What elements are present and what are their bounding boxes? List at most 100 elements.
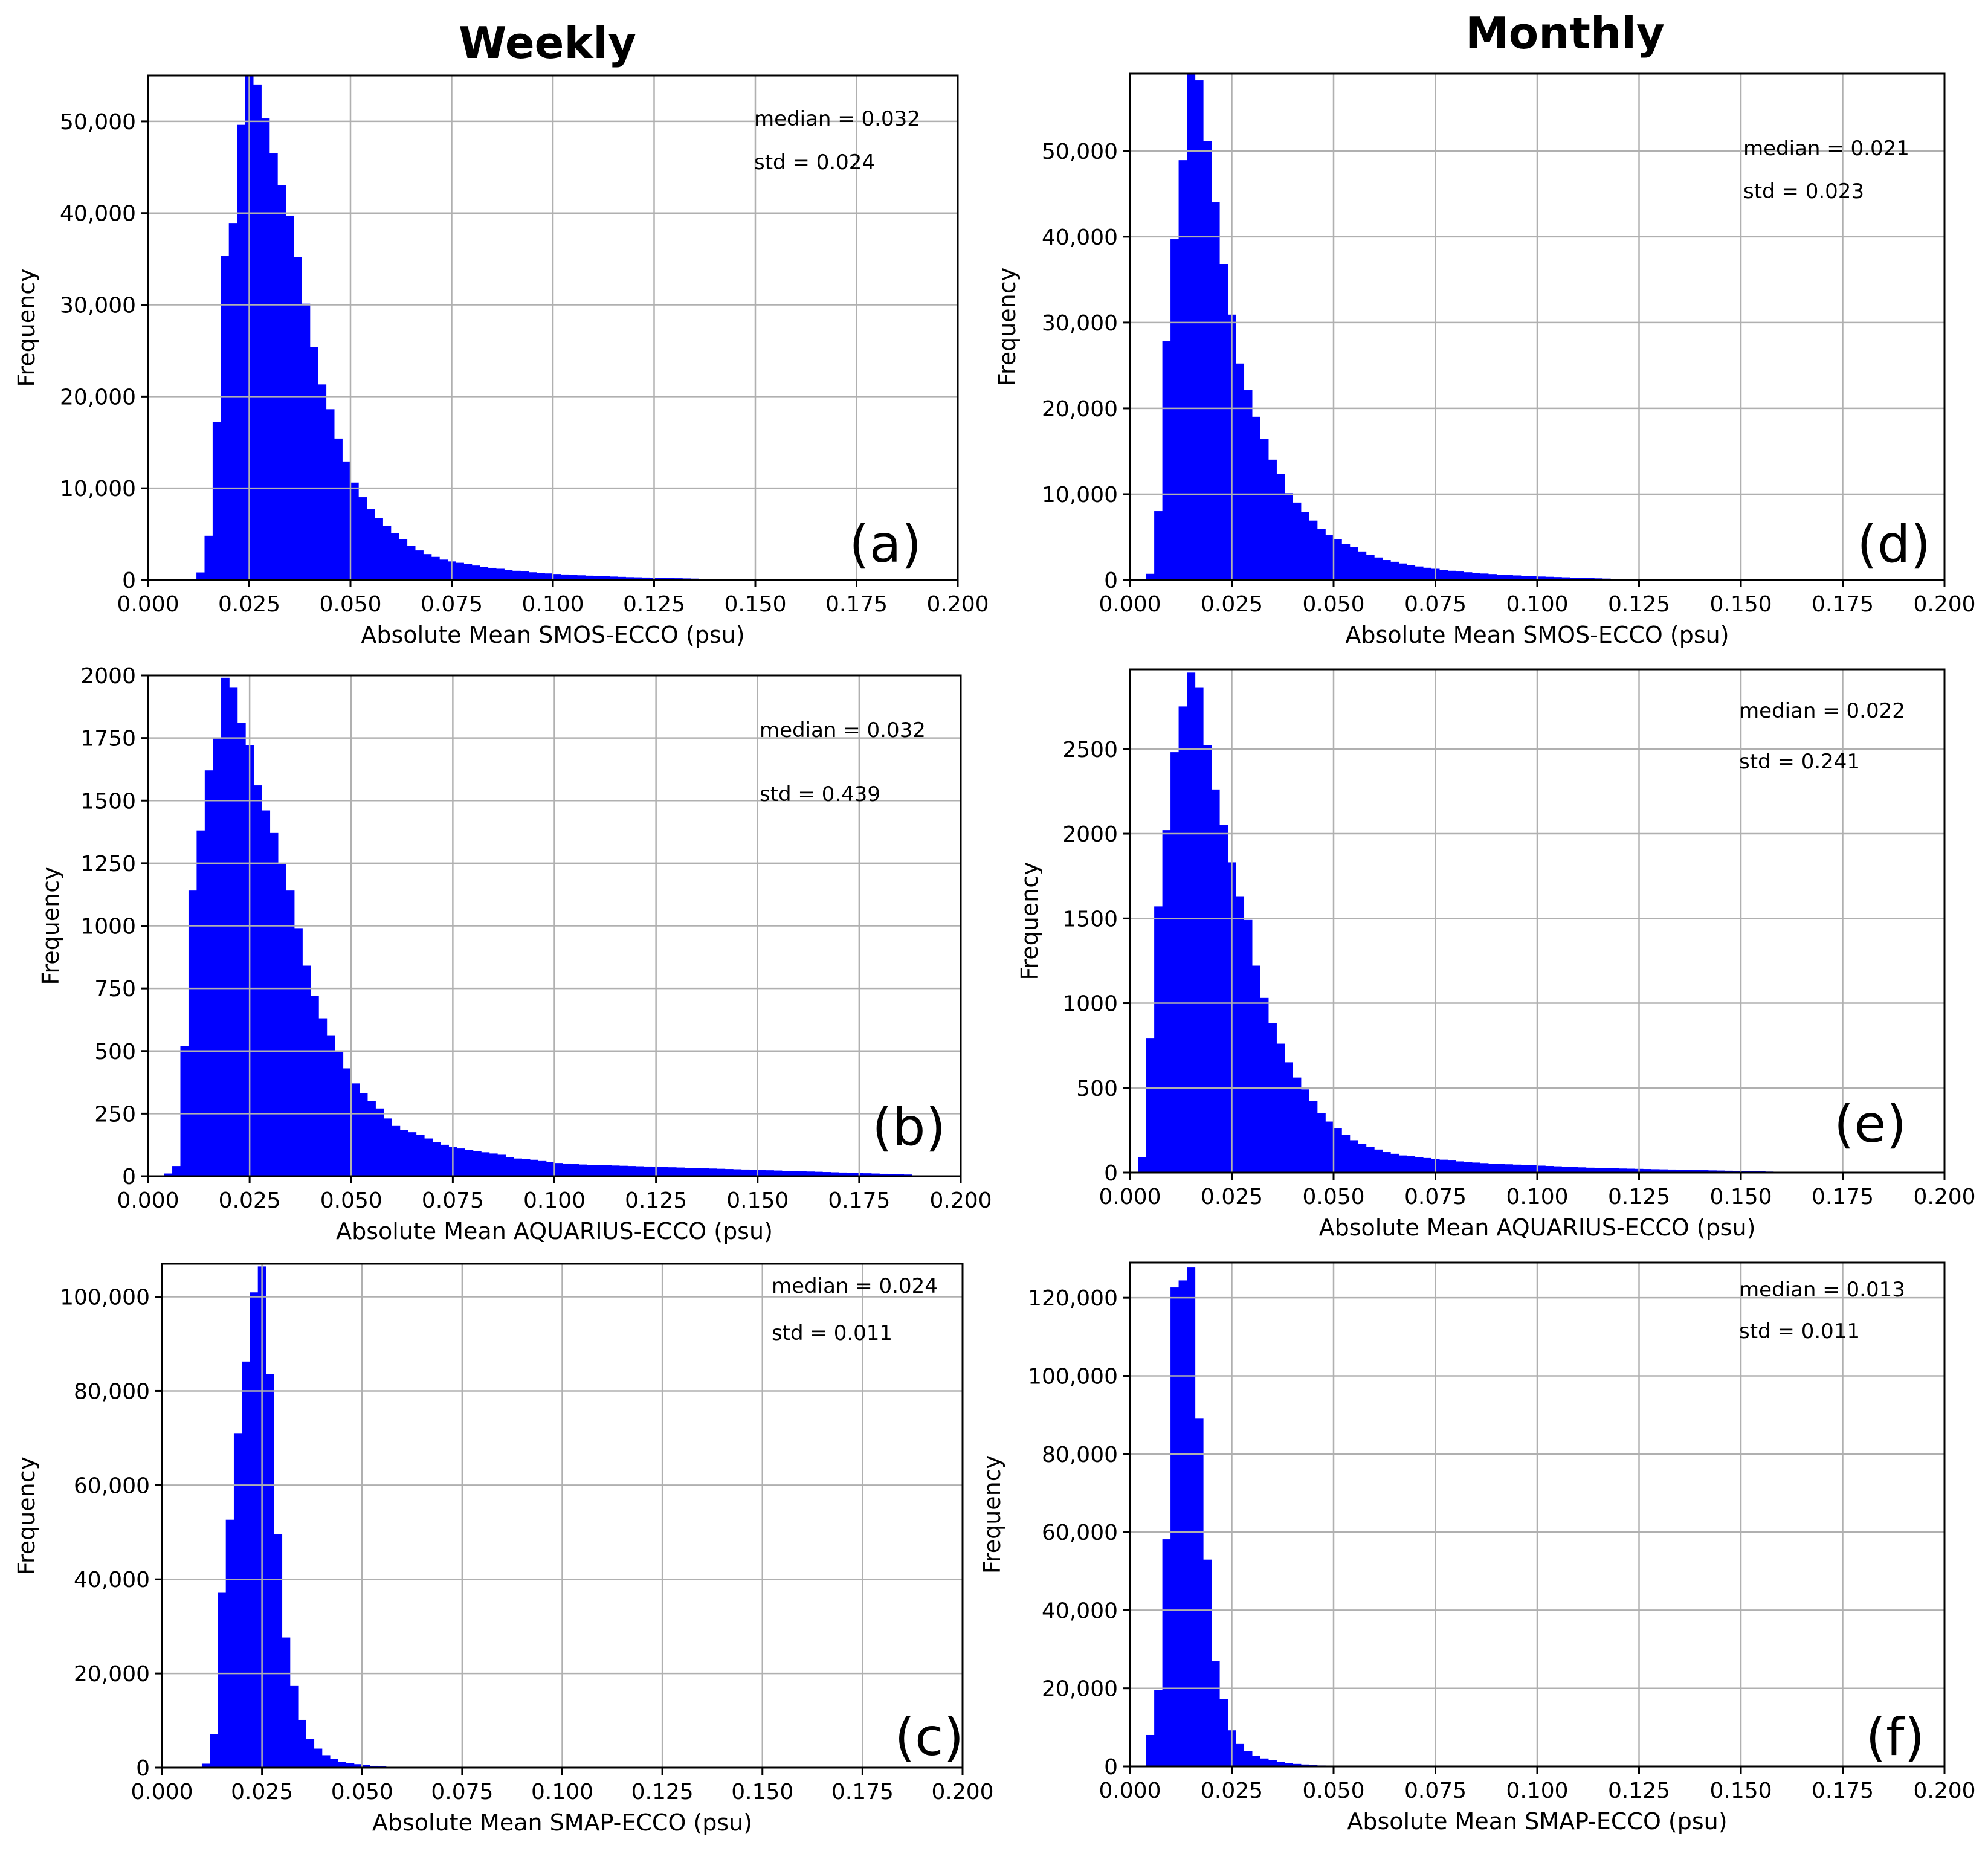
- histogram-bar: [1407, 1156, 1416, 1173]
- histogram-bar: [1244, 1751, 1253, 1767]
- histogram-bar: [1455, 1161, 1464, 1173]
- histogram-bar: [1390, 561, 1399, 581]
- x-tick-label: 0.050: [319, 592, 381, 617]
- histogram-bar: [521, 1159, 531, 1177]
- x-tick-label: 0.100: [1506, 1185, 1568, 1209]
- histogram-bar: [595, 1165, 604, 1177]
- histogram-bar: [366, 509, 375, 581]
- y-tick-label: 60,000: [1042, 1521, 1118, 1545]
- histogram-bar: [1464, 572, 1473, 581]
- x-tick-label: 0.050: [1302, 1185, 1364, 1209]
- histogram-bar: [329, 1759, 338, 1768]
- histogram-bar: [326, 1035, 335, 1177]
- histogram-bar: [520, 571, 529, 581]
- histogram-bar: [1415, 566, 1424, 581]
- x-tick-label: 0.125: [1608, 592, 1670, 617]
- histogram-bar: [528, 572, 537, 581]
- histogram-bar: [1349, 1140, 1358, 1173]
- y-tick-label: 0: [122, 1165, 136, 1189]
- histogram-bar: [570, 1164, 579, 1177]
- x-tick-label: 0.100: [531, 1780, 593, 1804]
- histogram-bar: [237, 124, 246, 581]
- histogram-bar: [204, 770, 213, 1177]
- histogram-bar: [1195, 1418, 1204, 1767]
- histogram-bar: [1251, 416, 1260, 581]
- histogram-bar: [1251, 965, 1260, 1173]
- histogram-bar: [749, 1170, 758, 1177]
- y-tick-label: 0: [122, 568, 136, 593]
- histogram-bar: [302, 965, 311, 1177]
- histogram-bar: [1260, 997, 1269, 1173]
- histogram-bar: [1439, 1159, 1448, 1173]
- histogram-bar: [416, 1135, 425, 1177]
- y-tick-label: 250: [94, 1102, 136, 1127]
- x-tick-label: 0.200: [926, 592, 989, 617]
- histogram-bar: [1178, 706, 1187, 1173]
- histogram-bar: [692, 1168, 701, 1177]
- histogram-bar: [495, 568, 505, 581]
- histogram-bar: [1170, 239, 1180, 581]
- panel-label: (b): [872, 1097, 946, 1157]
- histogram-bar: [1293, 502, 1302, 581]
- histogram-bar: [390, 533, 399, 581]
- x-tick-label: 0.200: [931, 1780, 993, 1804]
- histogram-bar: [1284, 1062, 1293, 1173]
- y-axis-label: Frequency: [13, 268, 40, 387]
- histogram-bar: [334, 438, 343, 581]
- histogram-bar: [399, 1130, 408, 1177]
- y-tick-label: 1000: [1062, 992, 1118, 1017]
- histogram-bar: [297, 1719, 306, 1768]
- histogram-bar: [1496, 1164, 1505, 1173]
- histogram-bar: [1366, 555, 1375, 581]
- y-tick-label: 30,000: [1042, 311, 1118, 336]
- histogram-bar: [1276, 1043, 1285, 1173]
- bars: [1146, 1267, 1351, 1767]
- histogram-bar: [423, 554, 432, 581]
- histogram-bar: [456, 1148, 465, 1177]
- histogram-bar: [277, 185, 286, 581]
- x-tick-label: 0.025: [1201, 1185, 1263, 1209]
- histogram-bar: [1244, 919, 1253, 1173]
- histogram-bar: [225, 1519, 234, 1768]
- histogram-bar: [505, 1157, 514, 1177]
- histogram-bar: [1251, 1756, 1260, 1767]
- y-tick-label: 60,000: [74, 1473, 150, 1498]
- histogram-bar: [611, 1165, 620, 1177]
- x-tick-label: 0.025: [1201, 592, 1263, 617]
- histogram-bar: [619, 1165, 628, 1177]
- y-tick-label: 750: [94, 977, 136, 1002]
- histogram-bar: [1480, 1163, 1489, 1173]
- y-axis-label: Frequency: [37, 866, 64, 985]
- x-tick-label: 0.025: [1201, 1779, 1263, 1803]
- histogram-bar: [1162, 830, 1171, 1173]
- histogram-bar: [342, 461, 351, 581]
- y-tick-label: 2000: [80, 664, 136, 689]
- std-annotation: std = 0.439: [760, 782, 880, 806]
- median-annotation: median = 0.021: [1743, 137, 1909, 161]
- histogram-bar: [343, 1068, 352, 1177]
- grid: [1129, 1263, 1946, 1768]
- histogram-bar: [504, 570, 513, 581]
- x-tick-label: 0.125: [1608, 1185, 1670, 1209]
- histogram-bar: [480, 567, 489, 581]
- histogram-bar: [529, 1159, 538, 1177]
- histogram-bar: [538, 1160, 547, 1177]
- bars: [1138, 672, 1847, 1173]
- histogram-bar: [481, 1152, 490, 1177]
- histogram-bar: [286, 890, 295, 1177]
- histogram-bar: [229, 687, 238, 1177]
- histogram-bar: [488, 567, 497, 581]
- histogram-bar: [1276, 474, 1285, 581]
- panel-label: (d): [1857, 514, 1931, 575]
- histogram-panel-4: 0.000 0.025 0.050 0.075 0.100 0.125 0.150 0.175…: [994, 72, 1976, 648]
- std-annotation: std = 0.011: [772, 1321, 892, 1345]
- histogram-bar: [358, 497, 367, 581]
- y-tick-label: 100,000: [60, 1286, 150, 1310]
- histogram-bar: [1422, 1157, 1432, 1173]
- histogram-bar: [302, 303, 311, 581]
- x-tick-label: 0.025: [219, 1188, 281, 1213]
- histogram-bar: [497, 1154, 506, 1177]
- column-title-monthly: Monthly: [1465, 8, 1665, 59]
- histogram-bar: [250, 1292, 259, 1768]
- histogram-bar: [1203, 141, 1212, 581]
